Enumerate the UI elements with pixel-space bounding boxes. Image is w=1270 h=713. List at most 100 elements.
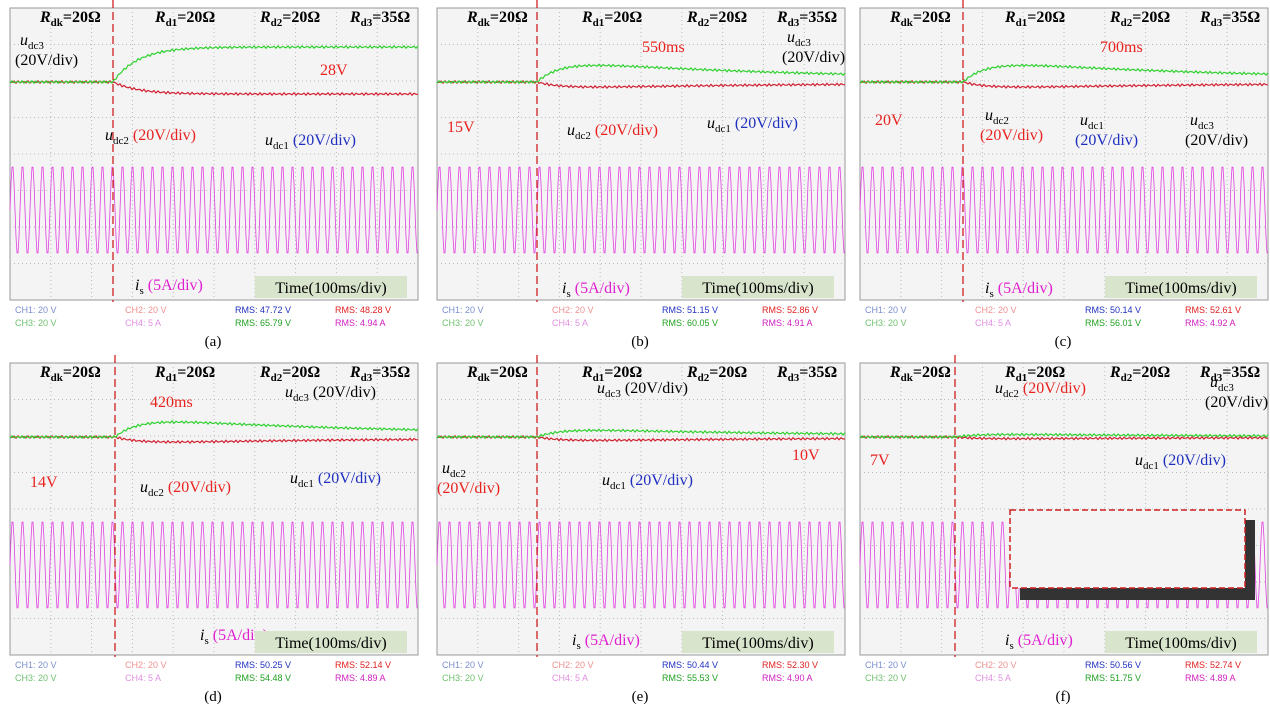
symbol: R: [259, 364, 271, 381]
scale: (20V/div): [630, 472, 693, 489]
scale: (20V/div): [15, 52, 78, 69]
annotation: 15V: [447, 119, 475, 136]
value: =20Ω: [1027, 9, 1065, 26]
variable: u: [105, 127, 113, 144]
subscript: d2: [1121, 372, 1133, 384]
status-text: CH3: 20 V: [15, 673, 57, 683]
variable: u: [1190, 112, 1198, 129]
scale: (20V/div): [1075, 132, 1138, 149]
symbol: R: [776, 9, 788, 26]
symbol: R: [39, 9, 51, 26]
subscript: s: [566, 288, 570, 300]
symbol: R: [39, 364, 51, 381]
status-text: CH1: 20 V: [442, 660, 484, 670]
status-text: CH1: 20 V: [15, 660, 57, 670]
subscript: d2: [698, 372, 710, 384]
value: =20Ω: [63, 9, 101, 26]
subscript: dk: [478, 17, 491, 29]
status-text: CH3: 20 V: [15, 318, 57, 328]
subscript: s: [139, 285, 143, 297]
annotation: 7V: [870, 452, 890, 469]
subscript: dc3: [795, 37, 811, 49]
symbol: R: [1109, 9, 1121, 26]
symbol: R: [686, 9, 698, 26]
symbol: R: [259, 9, 271, 26]
subscript: d3: [788, 372, 800, 384]
figure: Rdk=20ΩRd1=20ΩRd2=20ΩRd3=35Ωudc3(20V/div…: [0, 0, 1270, 713]
symbol: R: [1004, 364, 1016, 381]
panel: Rdk=20ΩRd1=20ΩRd2=20ΩRd3=35Ωudc3(20V/div…: [437, 355, 845, 705]
value: =20Ω: [709, 9, 747, 26]
subscript: d1: [1016, 17, 1028, 29]
value: =20Ω: [604, 9, 642, 26]
status-text: CH2: 20 V: [125, 660, 167, 670]
status-text: CH2: 20 V: [125, 305, 167, 315]
value: =20Ω: [282, 364, 320, 381]
subscript: s: [204, 635, 208, 647]
status-text: RMS: 50.25 V: [235, 660, 291, 670]
scale: (20V/div): [980, 127, 1043, 144]
variable: u: [787, 29, 795, 46]
subscript: dc1: [273, 140, 289, 152]
scale: (20V/div): [318, 470, 381, 487]
variable: u: [1135, 452, 1143, 469]
scale: (20V/div): [595, 122, 658, 139]
time-scale: Time(100ms/div): [702, 280, 813, 297]
subscript: dc3: [605, 388, 621, 400]
status-text: RMS: 50.56 V: [1085, 660, 1141, 670]
status-text: CH2: 20 V: [552, 305, 594, 315]
annotation: 10V: [792, 447, 820, 464]
scale: (20V/div): [625, 380, 688, 397]
status-text: CH1: 20 V: [865, 660, 907, 670]
value: =35Ω: [372, 364, 410, 381]
status-text: RMS: 4.94 A: [335, 318, 386, 328]
scale: (5A/div): [148, 277, 203, 294]
variable: u: [290, 470, 298, 487]
caption: (f): [1056, 689, 1071, 705]
status-text: RMS: 4.89 A: [1185, 673, 1236, 683]
status-text: CH4: 5 A: [975, 318, 1011, 328]
value: =20Ω: [177, 364, 215, 381]
symbol: R: [776, 364, 788, 381]
time-scale: Time(100ms/div): [702, 635, 813, 652]
status-text: CH3: 20 V: [865, 318, 907, 328]
subscript: dc3: [1218, 382, 1234, 394]
variable: u: [995, 380, 1003, 397]
symbol: R: [1109, 364, 1121, 381]
scale: (20V/div): [168, 479, 231, 496]
panel: Rdk=20ΩRd1=20ΩRd2=20ΩRd3=35Ωudc2(20V/div…: [860, 355, 1268, 705]
value: =20Ω: [604, 364, 642, 381]
caption: (a): [205, 334, 222, 350]
caption: (e): [632, 689, 649, 705]
subscript: dk: [51, 372, 64, 384]
subscript: dc2: [1003, 388, 1019, 400]
symbol: R: [349, 364, 361, 381]
status-text: RMS: 52.14 V: [335, 660, 391, 670]
subscript: d3: [788, 17, 800, 29]
symbol: R: [154, 9, 166, 26]
status-text: CH1: 20 V: [15, 305, 57, 315]
subscript: dc1: [1143, 460, 1159, 472]
subscript: dk: [901, 17, 914, 29]
status-text: CH4: 5 A: [552, 318, 588, 328]
variable: u: [265, 132, 273, 149]
annotation: 14V: [30, 474, 58, 491]
subscript: dc1: [715, 123, 731, 135]
value: =20Ω: [177, 9, 215, 26]
annotation: 420ms: [150, 394, 193, 411]
subscript: s: [576, 640, 580, 652]
subscript: d2: [1121, 17, 1133, 29]
value: =20Ω: [490, 364, 528, 381]
annotation: 20V: [875, 112, 903, 129]
panel: Rdk=20ΩRd1=20ΩRd2=20ΩRd3=35Ω700ms20Vudc2…: [860, 0, 1268, 350]
annotation: 700ms: [1100, 39, 1143, 56]
subscript: d2: [271, 17, 283, 29]
status-text: RMS: 52.61 V: [1185, 305, 1241, 315]
subscript: s: [989, 288, 993, 300]
time-scale: Time(100ms/div): [275, 280, 386, 297]
scale: (20V/div): [1205, 394, 1268, 411]
symbol: R: [889, 9, 901, 26]
status-text: RMS: 51.15 V: [662, 305, 718, 315]
status-text: CH4: 5 A: [125, 673, 161, 683]
